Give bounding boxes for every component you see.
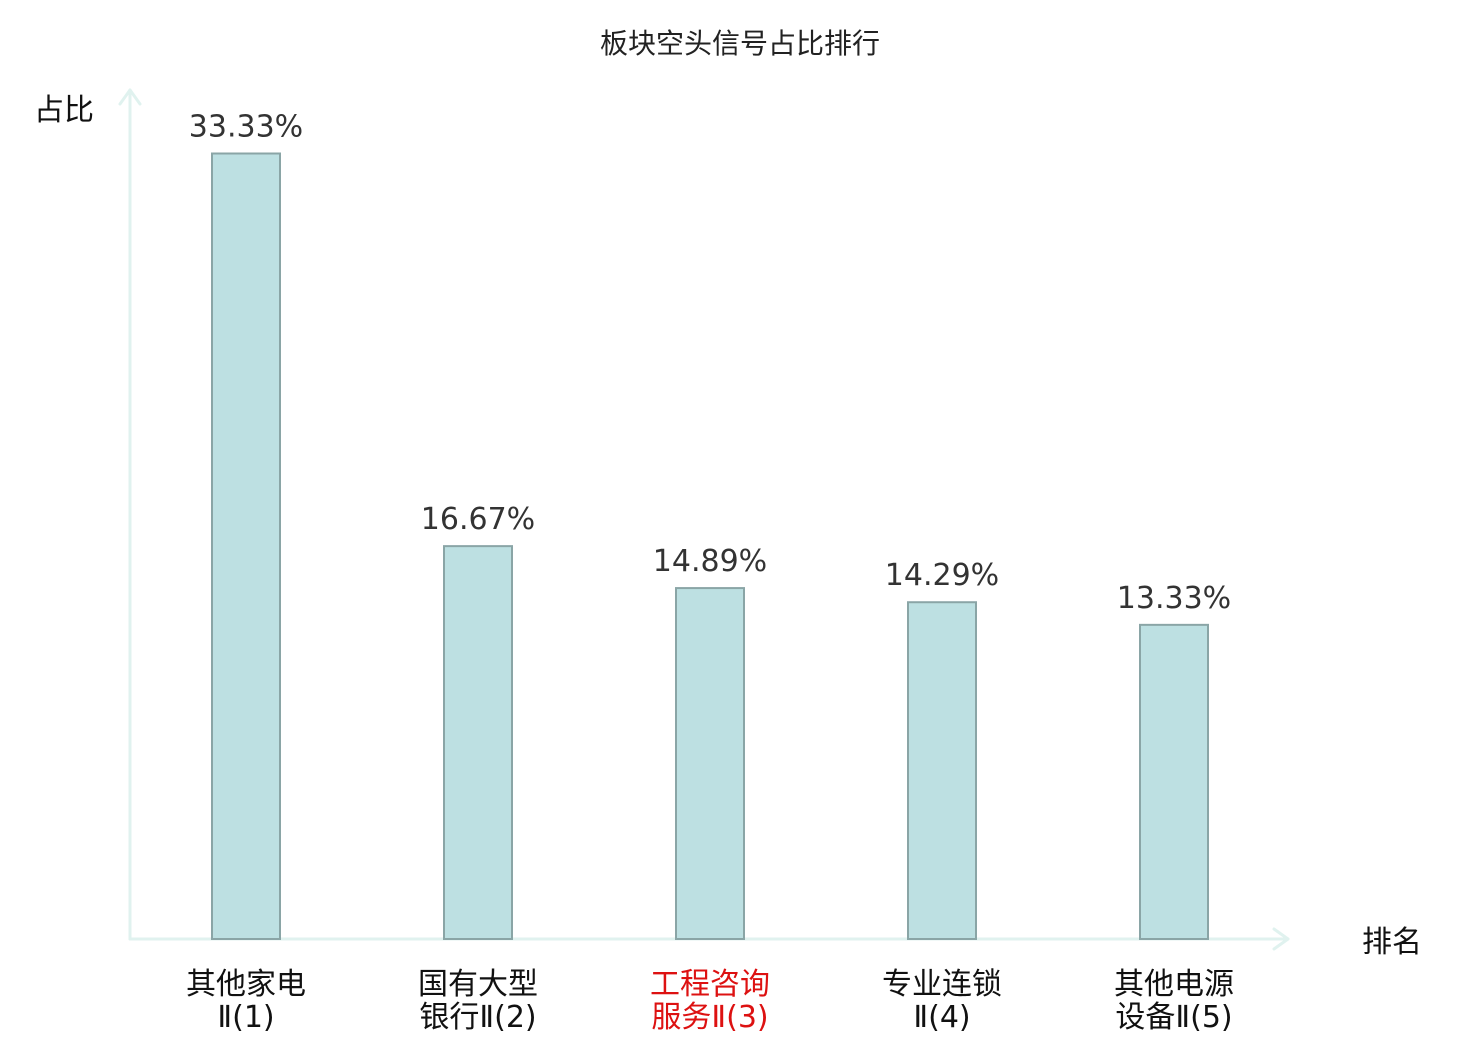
x-axis-label: 排名	[1362, 925, 1422, 960]
category-label: 设备Ⅱ(5)	[1115, 1000, 1232, 1035]
category-label: 服务Ⅱ(3)	[651, 1000, 768, 1035]
bar	[211, 152, 281, 940]
x-axis-arrow	[1272, 927, 1290, 951]
bar	[1139, 623, 1209, 941]
value-label: 16.67%	[421, 502, 535, 537]
value-label: 14.89%	[653, 544, 767, 579]
category-label: Ⅱ(4)	[913, 1000, 970, 1035]
category-label: 其他电源	[1114, 967, 1234, 1002]
category-label: 国有大型	[418, 967, 538, 1002]
bars	[211, 152, 1209, 941]
y-axis-label: 占比	[34, 93, 94, 128]
value-labels: 33.33% 16.67% 14.89% 14.29% 13.33%	[189, 109, 1231, 615]
value-label: 14.29%	[885, 558, 999, 593]
value-label: 33.33%	[189, 109, 303, 144]
category-label: 专业连锁	[882, 967, 1002, 1002]
bar	[907, 601, 977, 940]
category-label: 银行Ⅱ(2)	[419, 1000, 536, 1035]
bar	[675, 587, 745, 940]
y-axis-arrow	[118, 88, 142, 106]
bar	[443, 545, 513, 940]
value-label: 13.33%	[1117, 581, 1231, 616]
category-label: 工程咨询	[650, 967, 770, 1002]
category-label: 其他家电	[186, 967, 306, 1002]
chart-title: 板块空头信号占比排行	[600, 27, 880, 60]
category-label: Ⅱ(1)	[217, 1000, 274, 1035]
